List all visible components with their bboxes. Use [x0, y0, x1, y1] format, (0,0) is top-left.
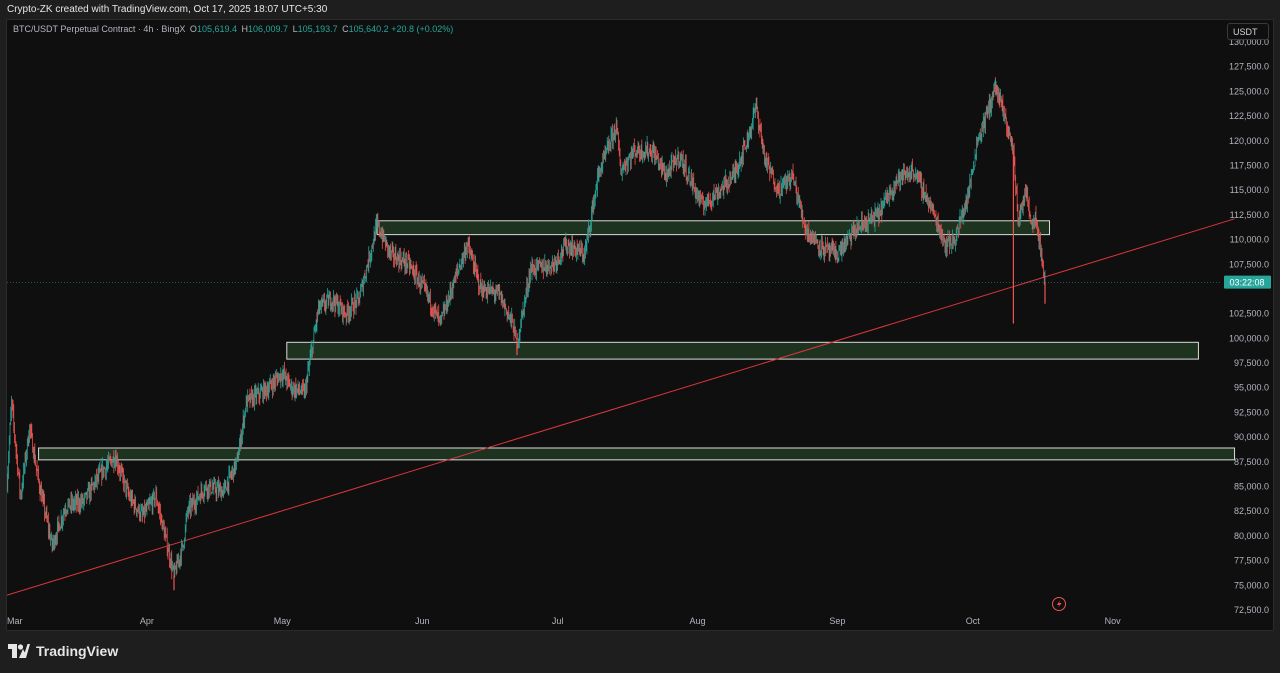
time-tick-label: Mar	[7, 616, 23, 626]
price-tick-label: 85,000.0	[1234, 482, 1269, 492]
price-tick-label: 77,500.0	[1234, 556, 1269, 566]
price-axis: 130,000.0 127,500.0 125,000.0 122,500.0 120,…	[1224, 37, 1271, 615]
trendline-layer	[7, 218, 1235, 596]
time-tick-label: Jun	[415, 616, 430, 626]
price-tick-label: 107,500.0	[1229, 259, 1269, 269]
open-value: 105,619.4	[196, 24, 237, 34]
time-tick-label: Jul	[552, 616, 564, 626]
price-tick-label: 87,500.0	[1234, 457, 1269, 467]
tradingview-logo[interactable]: TradingView	[8, 643, 118, 659]
open-label: O	[189, 24, 197, 34]
header-bar: Crypto-ZK created with TradingView.com, …	[0, 0, 1280, 19]
footer-bar: TradingView	[0, 631, 1280, 673]
price-tick-label: 122,500.0	[1229, 111, 1269, 121]
price-tick-label: 120,000.0	[1229, 136, 1269, 146]
alert-icon	[1052, 597, 1066, 611]
alert-icon-ring	[1052, 597, 1066, 611]
symbol-legend: BTC/USDT Perpetual Contract · 4h · BingX…	[13, 24, 453, 34]
tradingview-brand-text: TradingView	[36, 643, 119, 659]
time-axis: Mar Apr May Jun Jul Aug Sep Oct Nov	[7, 597, 1122, 626]
candles-layer	[7, 76, 1046, 591]
high-value: 106,009.7	[248, 24, 289, 34]
trendline	[7, 218, 1235, 596]
time-tick-label: Oct	[966, 616, 981, 626]
price-tick-label: 125,000.0	[1229, 86, 1269, 96]
time-tick-label: May	[274, 616, 292, 626]
price-tick-label: 72,500.0	[1234, 605, 1269, 615]
price-tick-label: 92,500.0	[1234, 407, 1269, 417]
high-label: H	[241, 24, 249, 34]
low-label: L	[292, 24, 298, 34]
chart-area[interactable]: 130,000.0 127,500.0 125,000.0 122,500.0 120,…	[6, 19, 1274, 631]
currency-button[interactable]: USDT	[1227, 23, 1269, 40]
price-tick-label: 100,000.0	[1229, 333, 1269, 343]
time-tick-label: Sep	[829, 616, 845, 626]
price-tick-label: 112,500.0	[1230, 210, 1269, 220]
support-zone-3	[38, 447, 1236, 461]
credit-text: Crypto-ZK created with TradingView.com, …	[7, 4, 328, 15]
zones-layer	[38, 220, 1236, 461]
support-zone-1	[376, 220, 1051, 236]
price-tick-label: 95,000.0	[1234, 383, 1269, 393]
time-tick-label: Aug	[689, 616, 705, 626]
price-tick-label: 102,500.0	[1229, 309, 1269, 319]
price-tick-label: 130,000.0	[1229, 37, 1269, 47]
current-price-tag	[1224, 275, 1271, 289]
price-tick-label: 117,500.0	[1230, 160, 1269, 170]
change-value: +20.8 (+0.02%)	[391, 24, 454, 34]
support-zone-2	[286, 341, 1199, 360]
low-value: 105,193.7	[297, 24, 338, 34]
price-tick-label: 115,000.0	[1230, 185, 1269, 195]
price-tick-label: 75,000.0	[1234, 580, 1269, 590]
tradingview-logo-icon	[8, 644, 30, 658]
time-tick-label: Nov	[1105, 616, 1122, 626]
price-tick-label: 90,000.0	[1234, 432, 1269, 442]
countdown-label: 03:22:08	[1229, 278, 1264, 288]
price-tick-label: 80,000.0	[1234, 531, 1269, 541]
price-tick-label: 82,500.0	[1234, 506, 1269, 516]
symbol-name: BTC/USDT Perpetual Contract · 4h · BingX	[13, 24, 186, 34]
alert-icon-bolt	[1057, 600, 1062, 608]
price-tick-label: 127,500.0	[1229, 62, 1269, 72]
price-tick-label: 97,500.0	[1234, 358, 1269, 368]
price-tick-label: 110,000.0	[1230, 235, 1269, 245]
price-chart[interactable]: 130,000.0 127,500.0 125,000.0 122,500.0 120,…	[7, 20, 1273, 630]
close-label: C	[342, 24, 349, 34]
close-value: 105,640.2	[348, 24, 389, 34]
time-tick-label: Apr	[140, 616, 154, 626]
